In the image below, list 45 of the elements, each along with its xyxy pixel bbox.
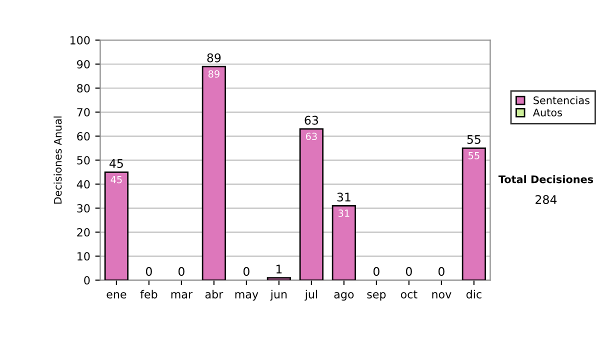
x-tick-label: ene [106,292,126,298]
total-label: 1 [276,264,282,274]
x-tick-label: may [235,292,258,301]
y-tick-label: 10 [78,252,90,261]
total-label: 55 [467,135,480,144]
total-label: 0 [243,267,250,276]
data-label: 31 [338,210,350,217]
legend-label: Autos [532,108,562,116]
y-tick-label: 100 [70,36,90,44]
text: Total Decisiones [498,175,594,184]
x-tick-label: jul [304,290,318,301]
y-tick-label: 40 [76,180,90,189]
total-label: 0 [406,267,412,276]
total-label: 0 [146,267,152,276]
y-tick-label: 70 [77,108,90,117]
data-label: 89 [208,70,220,78]
total-label: 0 [373,267,380,276]
total-label: 63 [304,116,318,125]
legend-label: Sentencias [534,96,590,104]
x-tick-label: feb [140,290,158,298]
y-axis-title: Decisiones Anual [54,116,62,204]
x-tick-label: sep [367,292,386,301]
total-label: 45 [110,159,123,168]
y-tick-label: 20 [77,228,90,237]
y-tick-label: 60 [77,132,90,141]
x-tick-label: abr [205,290,224,298]
y-tick-label: 80 [77,84,90,93]
y-tick-label: 0 [84,276,90,285]
x-tick-label: mar [171,292,193,298]
x-tick-label: oct [400,290,418,298]
total-label: 89 [207,53,221,62]
total-label: 0 [438,267,444,276]
data-label: 45 [110,176,122,184]
y-tick-label: 90 [77,60,90,69]
x-tick-label: nov [432,292,452,298]
total-label: 31 [337,192,350,202]
total-label: 0 [178,267,184,276]
data-label: 55 [468,152,480,160]
y-tick-label: 50 [77,156,90,165]
x-tick-label: dic [466,290,482,298]
y-tick-label: 30 [77,204,90,213]
data-label: 63 [306,132,317,140]
text: 284 [536,195,557,204]
x-tick-label: jun [270,290,287,301]
x-tick-label: ago [334,292,354,301]
